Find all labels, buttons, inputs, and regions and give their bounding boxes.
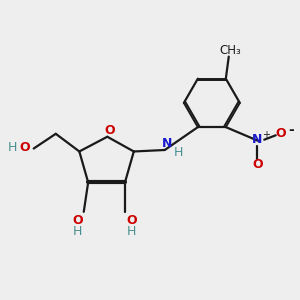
Text: H: H [173,146,183,159]
Text: O: O [104,124,115,137]
Text: N: N [252,133,263,146]
Text: O: O [72,214,83,227]
Text: H: H [127,225,136,239]
Text: O: O [252,158,263,171]
Text: CH₃: CH₃ [219,44,241,57]
Text: O: O [276,127,286,140]
Text: H: H [73,225,82,239]
Text: -: - [289,123,294,137]
Text: H: H [8,141,17,154]
Text: +: + [262,130,270,140]
Text: O: O [20,141,30,154]
Text: N: N [162,137,172,150]
Text: O: O [126,214,137,227]
